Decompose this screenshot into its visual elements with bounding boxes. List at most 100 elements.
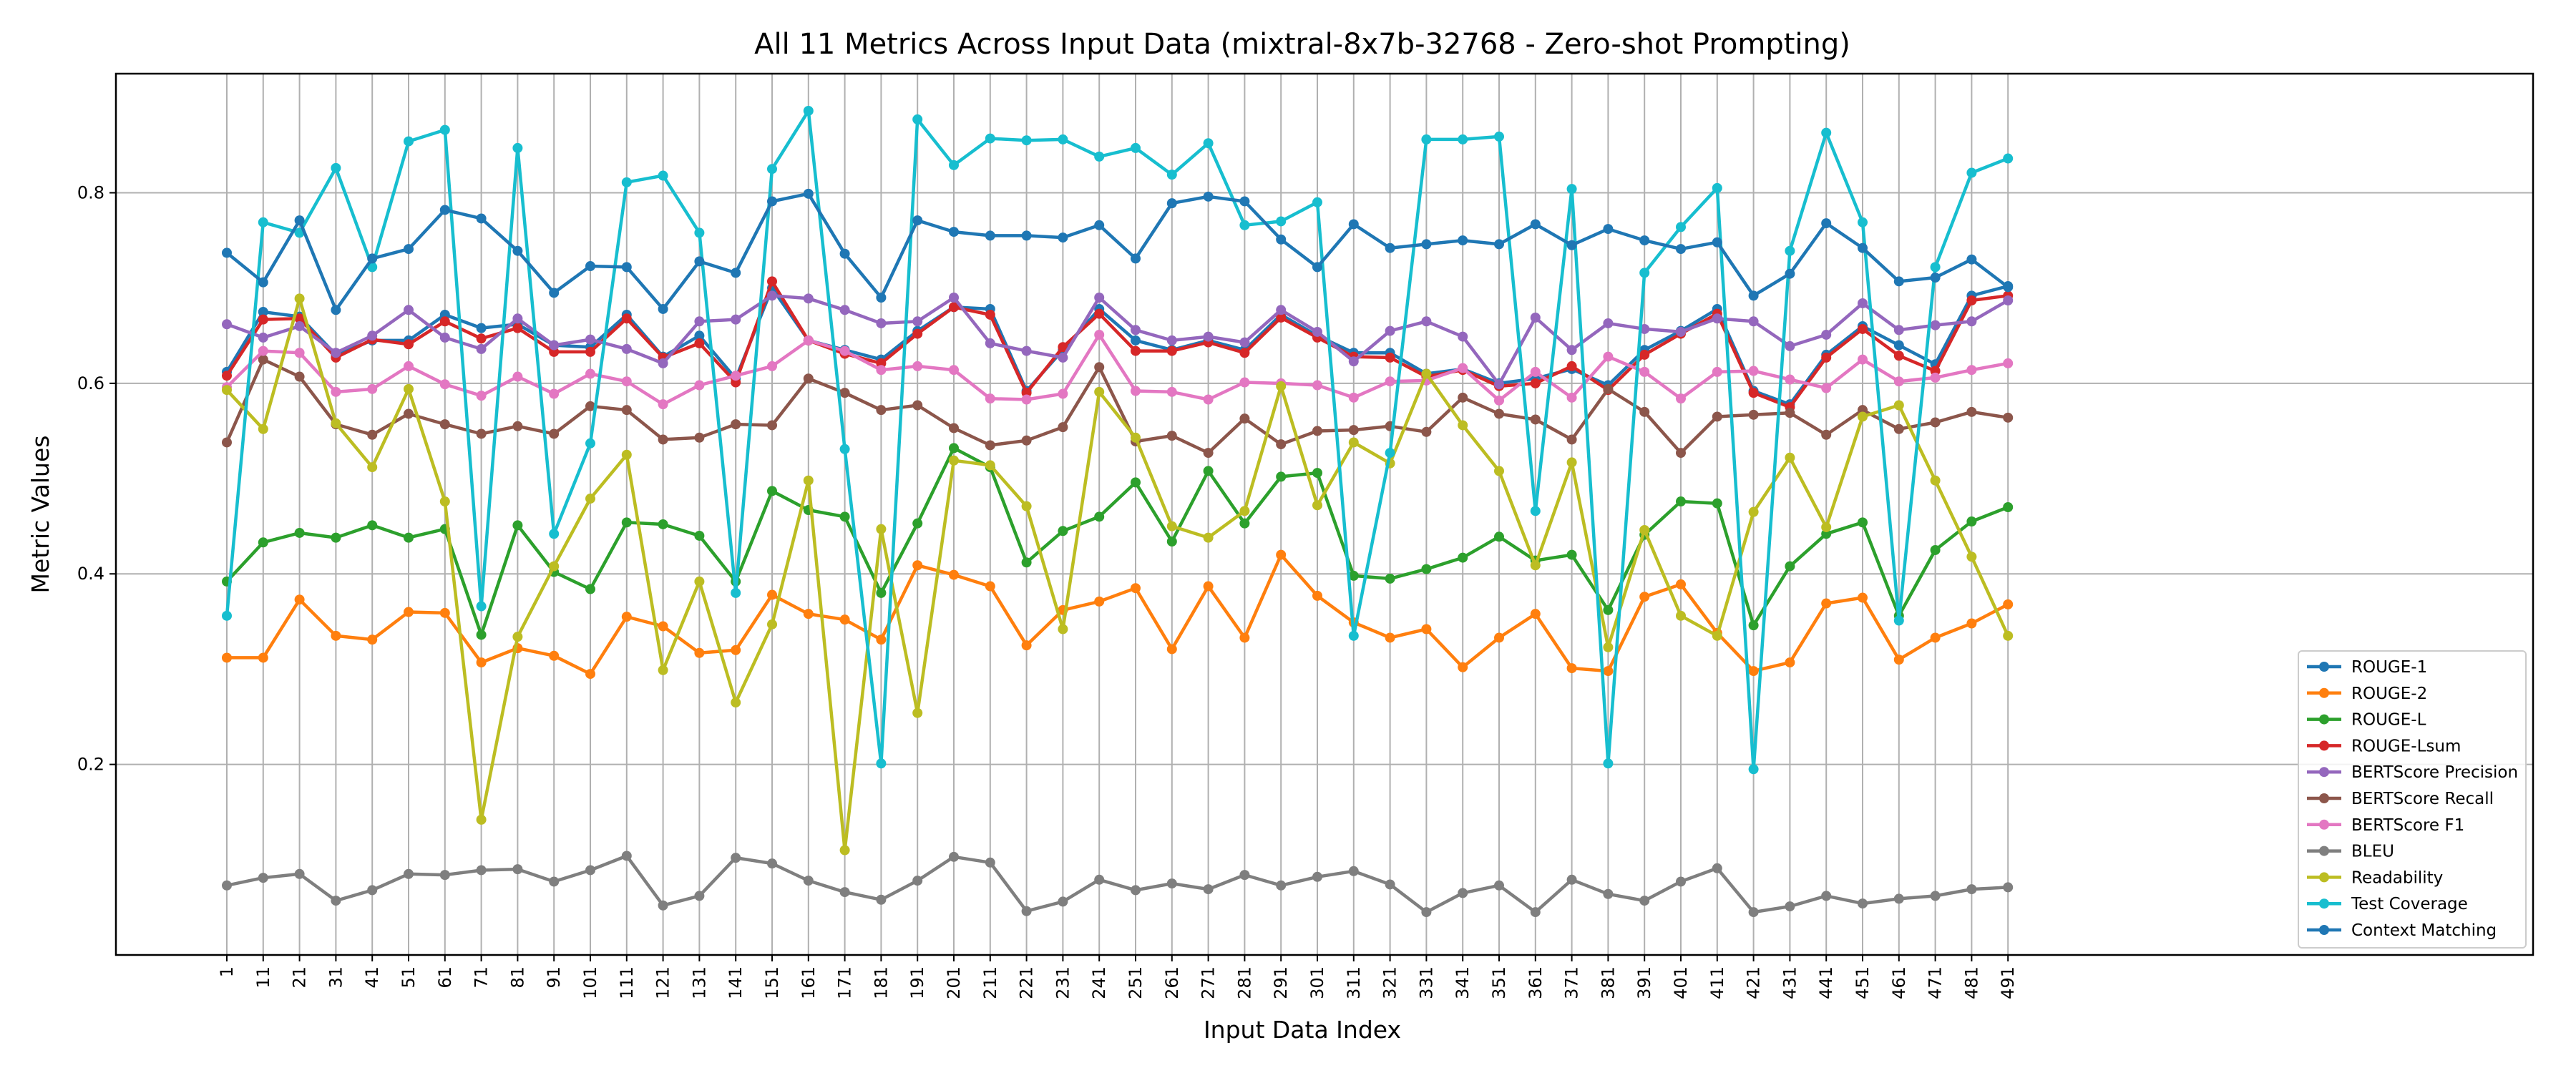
legend-item: ROUGE-1	[2307, 658, 2427, 677]
data-point	[1276, 216, 1287, 227]
data-point	[1858, 354, 1868, 365]
data-point	[404, 868, 414, 879]
data-point	[1348, 437, 1359, 448]
data-point	[1566, 434, 1577, 445]
data-point	[1893, 340, 1904, 351]
data-point	[222, 610, 232, 621]
data-point	[876, 292, 887, 303]
data-point	[731, 268, 741, 278]
data-point	[694, 316, 705, 327]
data-point	[767, 361, 777, 371]
data-point	[803, 876, 814, 886]
data-point	[1785, 901, 1795, 912]
data-point	[1131, 477, 1141, 488]
series-line	[225, 284, 2009, 406]
data-point	[949, 423, 959, 433]
data-point	[294, 320, 305, 331]
x-tick-label: 231	[1053, 966, 1073, 999]
x-tick-label: 431	[1780, 966, 1800, 999]
data-point	[439, 870, 450, 881]
x-tick-label: 201	[944, 966, 964, 999]
data-point	[621, 262, 632, 273]
legend: ROUGE-1 ROUGE-2 ROUGE-L ROUGE-Lsum BERTScore…	[2298, 650, 2527, 949]
data-point	[1312, 426, 1322, 436]
data-point	[1603, 604, 1614, 615]
data-point	[367, 330, 378, 341]
x-tick-label: 341	[1453, 966, 1473, 999]
data-point	[1966, 516, 1977, 526]
data-point	[1058, 134, 1068, 144]
data-point	[1858, 411, 1868, 422]
data-point	[1058, 896, 1068, 907]
data-point	[1676, 610, 1686, 621]
series-rouge-2	[222, 549, 2014, 680]
data-point	[1239, 337, 1250, 348]
data-point	[1530, 506, 1541, 516]
data-point	[985, 581, 995, 592]
data-point	[694, 530, 705, 541]
legend-item: Test Coverage	[2307, 895, 2468, 913]
data-point	[1821, 891, 1832, 901]
data-point	[222, 880, 232, 891]
legend-item: BERTScore Precision	[2307, 763, 2518, 782]
x-tick-label: 411	[1707, 966, 1727, 999]
data-point	[1821, 521, 1832, 532]
legend-marker	[2319, 793, 2329, 803]
data-point	[1676, 244, 1686, 255]
legend-label: ROUGE-Lsum	[2351, 737, 2461, 755]
data-point	[1893, 400, 1904, 411]
x-axis-label: Input Data Index	[1204, 1016, 1401, 1044]
data-point	[404, 339, 414, 350]
data-point	[1239, 632, 1250, 643]
data-point	[949, 227, 959, 237]
data-point	[1966, 295, 1977, 305]
data-point	[439, 124, 450, 135]
data-point	[949, 569, 959, 580]
data-point	[1676, 222, 1686, 232]
data-point	[1494, 395, 1504, 406]
data-point	[1058, 232, 1068, 243]
data-point	[1748, 907, 1759, 918]
data-point	[585, 865, 595, 876]
legend-item: BLEU	[2307, 843, 2394, 861]
data-point	[1166, 198, 1177, 209]
data-point	[1893, 615, 1904, 626]
x-tick-label: 211	[980, 966, 1000, 999]
data-point	[621, 313, 632, 324]
data-point	[1312, 500, 1322, 511]
x-tick-label: 401	[1671, 966, 1691, 999]
data-point	[258, 537, 268, 548]
data-point	[1893, 351, 1904, 361]
data-point	[404, 532, 414, 543]
data-point	[585, 438, 595, 449]
data-point	[2003, 882, 2014, 893]
data-point	[294, 868, 305, 879]
data-point	[1785, 340, 1795, 351]
data-point	[912, 876, 923, 886]
data-point	[1930, 273, 1941, 283]
data-point	[803, 475, 814, 486]
data-point	[585, 261, 595, 272]
series-line	[225, 109, 2009, 771]
data-point	[404, 361, 414, 371]
data-point	[1603, 224, 1614, 235]
data-point	[839, 845, 850, 856]
data-point	[876, 318, 887, 328]
data-point	[1421, 907, 1432, 918]
legend-item: ROUGE-2	[2307, 685, 2427, 703]
data-point	[512, 245, 523, 256]
data-point	[512, 323, 523, 333]
data-point	[1058, 624, 1068, 635]
data-point	[767, 164, 777, 175]
data-point	[1530, 609, 1541, 619]
data-point	[694, 330, 705, 341]
data-point	[1494, 466, 1504, 476]
data-point	[222, 652, 232, 663]
data-point	[1458, 420, 1468, 431]
data-point	[1021, 640, 1032, 651]
data-point	[1385, 242, 1395, 253]
data-point	[1785, 408, 1795, 418]
series-line	[225, 297, 2010, 852]
data-point	[1131, 142, 1141, 153]
